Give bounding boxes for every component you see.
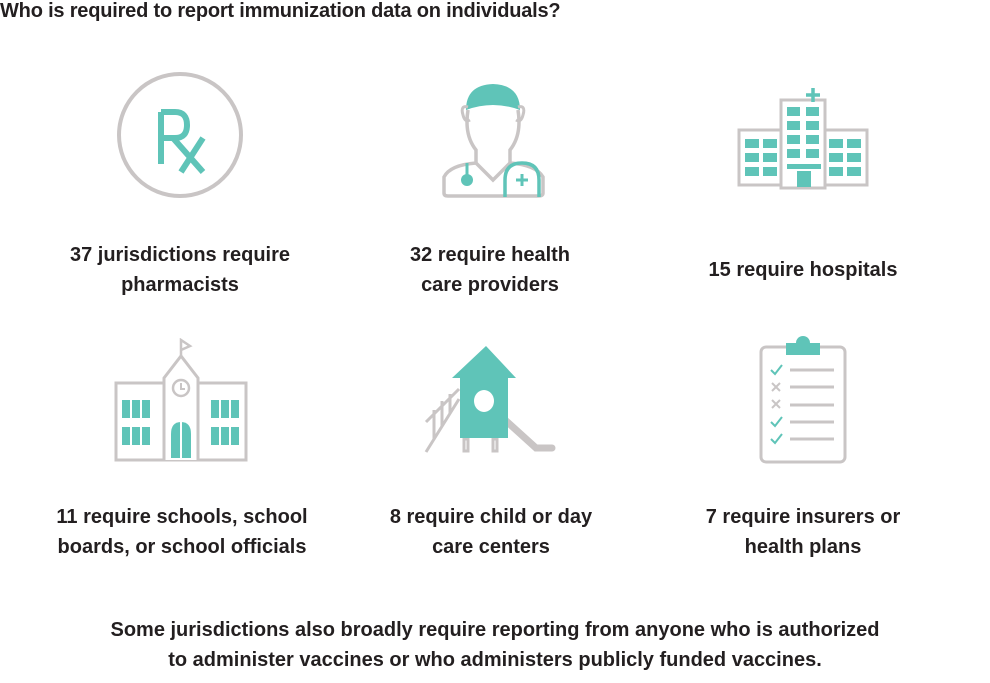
- health-care-providers-label: 32 require health care providers: [340, 240, 640, 300]
- footer-line: Some jurisdictions also broadly require …: [110, 619, 880, 641]
- school-icon: [114, 338, 248, 462]
- footer-line: to administer vaccines or who administer…: [168, 649, 822, 671]
- hospitals-label: 15 require hospitals: [653, 255, 953, 285]
- footer-note: Some jurisdictions also broadly require …: [60, 615, 930, 675]
- label-line: care centers: [432, 536, 550, 558]
- rx-icon: [117, 72, 243, 198]
- clipboard-icon: [759, 336, 847, 464]
- label-line: health plans: [744, 536, 862, 558]
- playground-icon: [424, 346, 556, 453]
- label-line: boards, or school officials: [57, 536, 307, 558]
- label-line: care providers: [421, 274, 559, 296]
- pharmacists-label: 37 jurisdictions require pharmacists: [30, 240, 330, 300]
- insurers-label: 7 require insurers or health plans: [653, 502, 953, 562]
- label-line: 11 require schools, school: [56, 506, 308, 528]
- schools-label: 11 require schools, school boards, or sch…: [32, 502, 332, 562]
- label-line: pharmacists: [121, 274, 239, 296]
- hospital-icon: [737, 88, 869, 190]
- label-line: 8 require child or day: [389, 506, 593, 528]
- label-line: 15 require hospitals: [708, 259, 898, 281]
- label-line: 32 require health: [409, 244, 571, 266]
- doctor-icon: [442, 84, 545, 198]
- child-care-label: 8 require child or day care centers: [341, 502, 641, 562]
- page-title: Who is required to report immunization d…: [0, 0, 561, 22]
- label-line: 7 require insurers or: [705, 506, 901, 528]
- label-line: 37 jurisdictions require: [69, 244, 291, 266]
